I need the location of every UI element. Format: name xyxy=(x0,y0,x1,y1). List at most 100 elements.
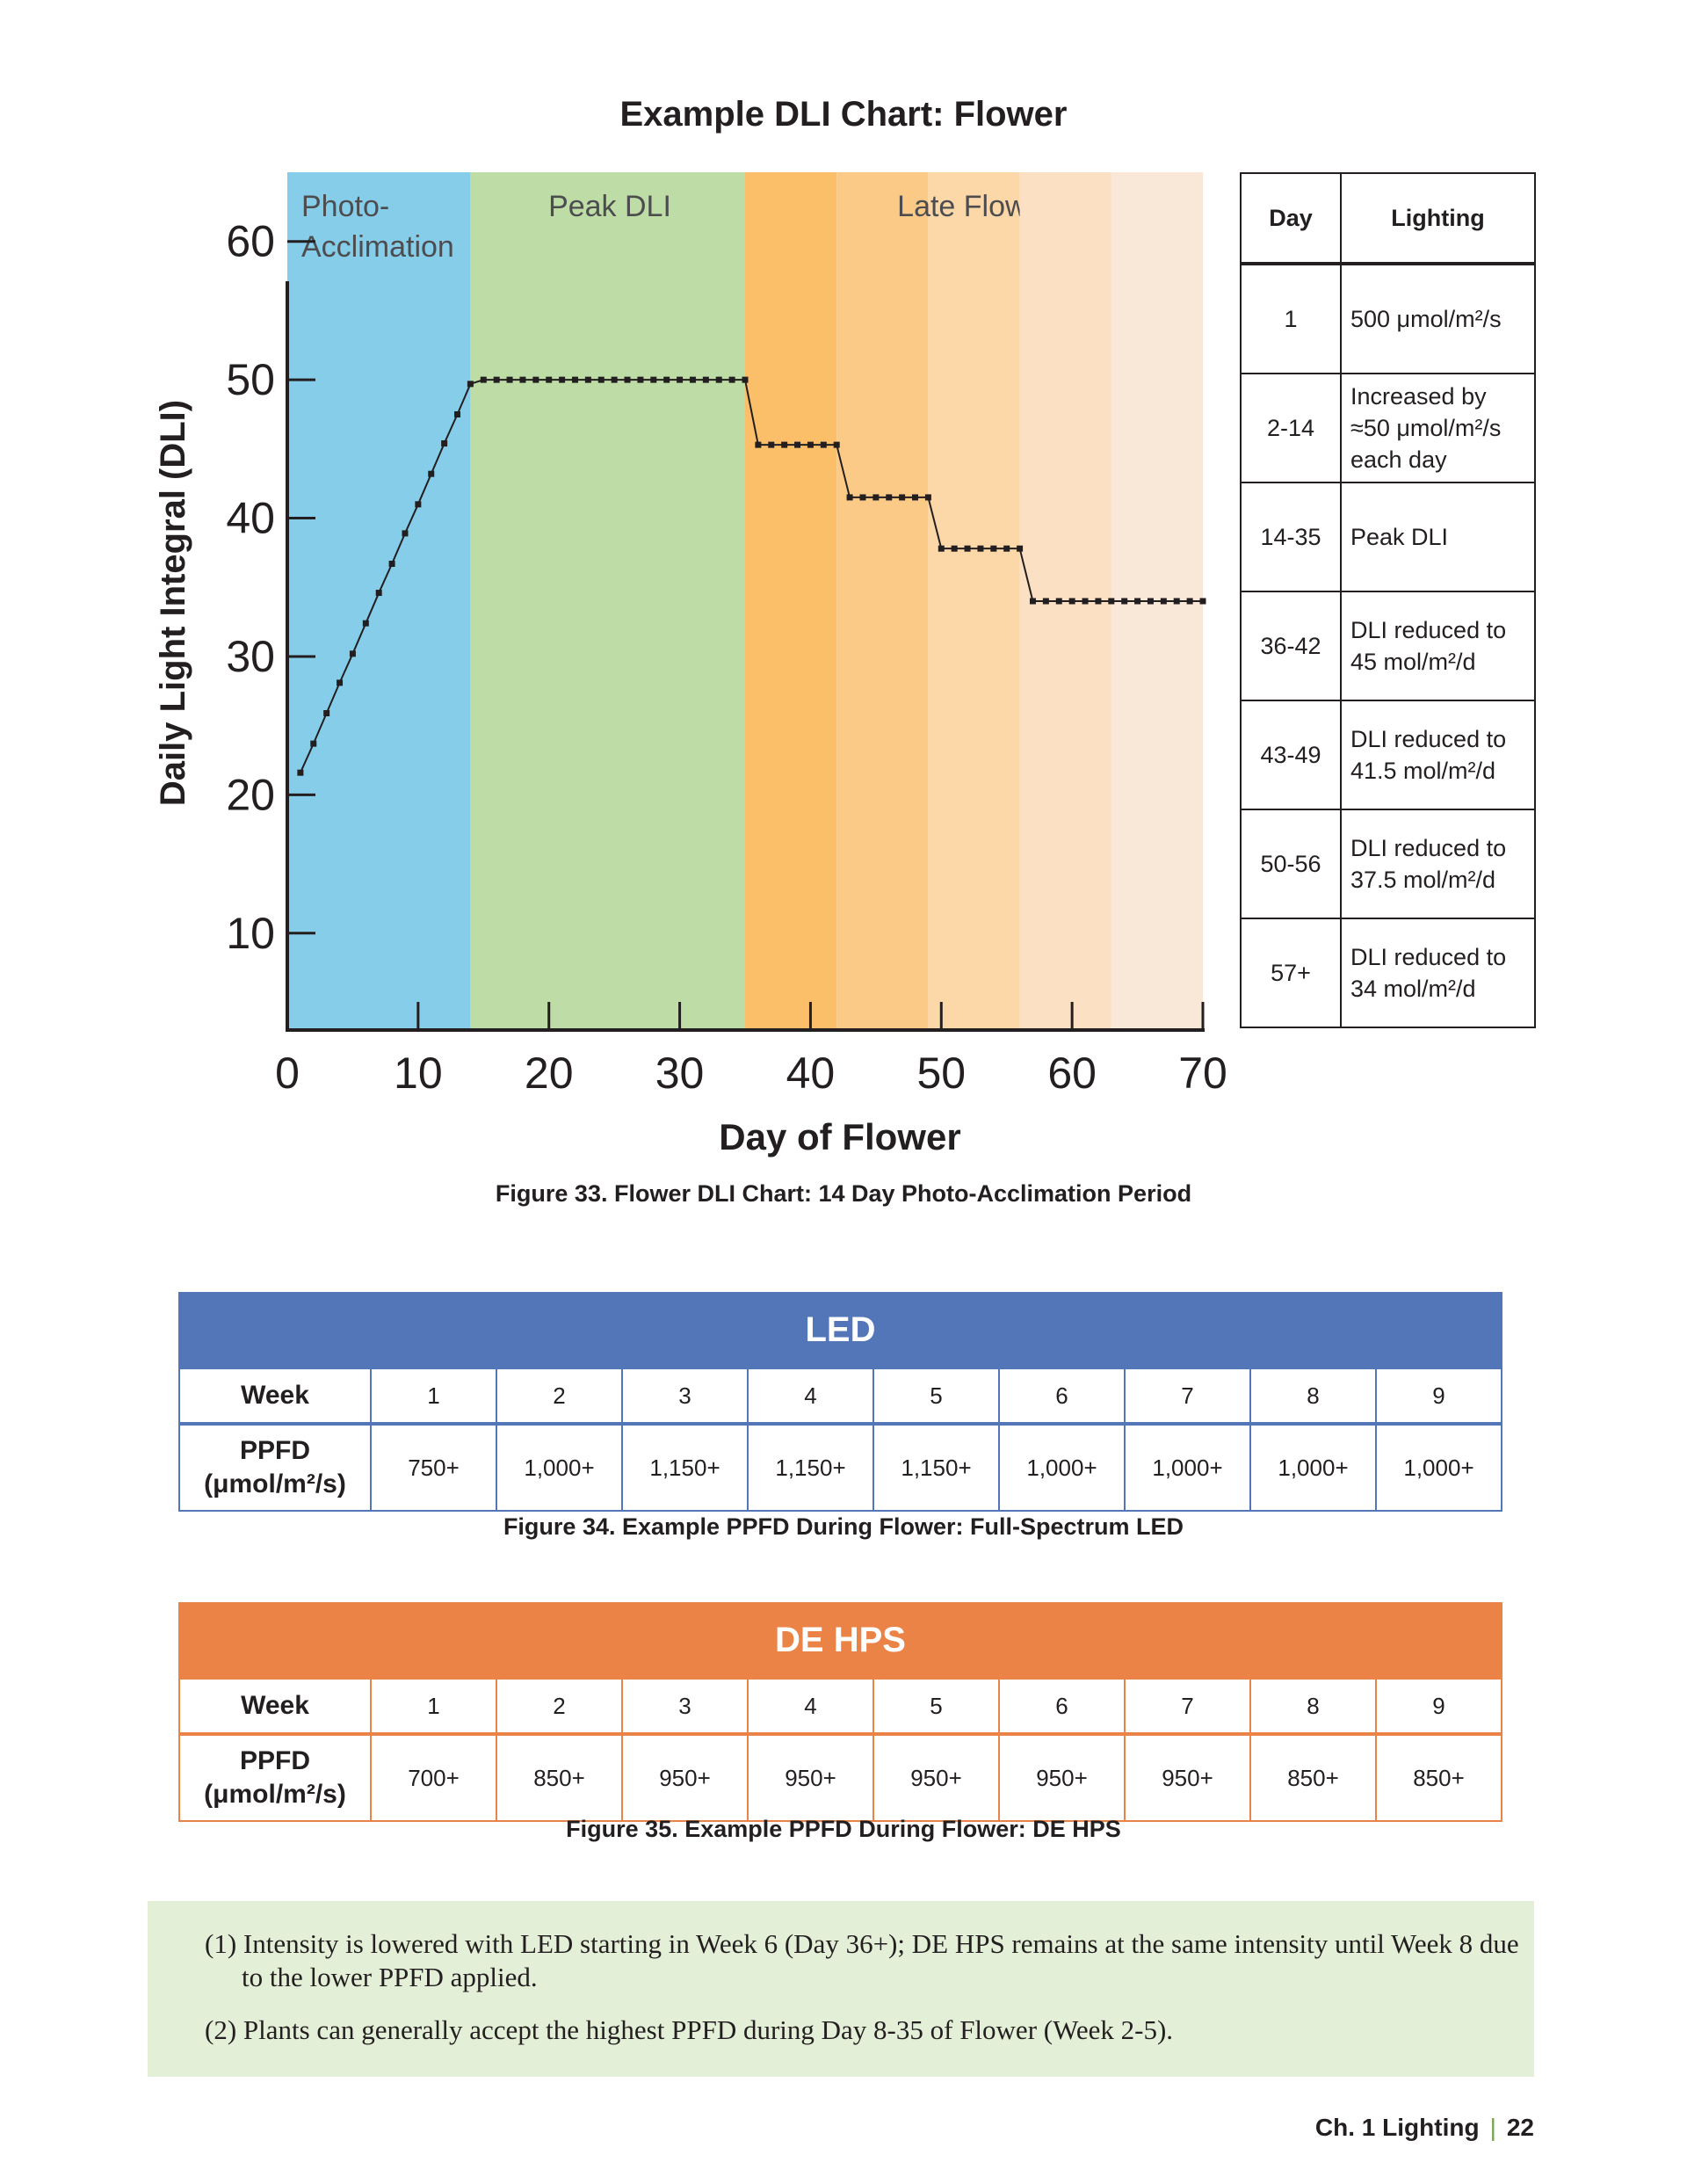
dli-data-point xyxy=(323,710,330,717)
ppfd-value-cell: 700+ xyxy=(370,1733,497,1822)
week-row-label: Week xyxy=(178,1678,372,1736)
dli-data-point xyxy=(467,381,474,388)
dli-data-point xyxy=(977,545,984,552)
ppfd-value-cell: 1,000+ xyxy=(1249,1423,1377,1512)
page-footer: Ch. 1 Lighting | 22 xyxy=(1315,2114,1534,2142)
hps-ppfd-table: DE HPS Week 1 2 3 4 5 6 7 8 9 PPFD (μmol/m²/s) 700… xyxy=(178,1602,1502,1822)
x-tick-label: 40 xyxy=(786,1048,836,1098)
dli-table-day-cell: 36-42 xyxy=(1240,591,1342,701)
dli-data-point xyxy=(1068,598,1075,605)
x-tick-label: 70 xyxy=(1178,1048,1227,1098)
dli-table-row: 43-49 DLI reduced to 41.5 mol/m²/d xyxy=(1240,700,1536,810)
dli-data-point xyxy=(899,494,906,501)
dli-data-point xyxy=(728,376,735,383)
zone-label: Peak DLI xyxy=(548,190,671,223)
hps-table-body: Week 1 2 3 4 5 6 7 8 9 PPFD (μmol/m²/s) 700+ 850+ 95… xyxy=(178,1678,1502,1822)
dli-data-point xyxy=(1042,598,1049,605)
y-axis-label: Daily Light Integral (DLI) xyxy=(154,400,192,806)
dli-data-point xyxy=(362,620,369,627)
x-tick-label: 60 xyxy=(1047,1048,1097,1098)
ppfd-value-cell: 950+ xyxy=(1124,1733,1251,1822)
week-cell: 2 xyxy=(496,1368,623,1426)
dli-data-point xyxy=(337,679,344,686)
zone-label: Acclimation xyxy=(301,230,454,264)
dli-data-point xyxy=(702,376,709,383)
hps-table-title: DE HPS xyxy=(178,1602,1502,1678)
dli-data-point xyxy=(1199,598,1206,605)
dli-data-point xyxy=(349,650,356,657)
dli-data-point xyxy=(990,545,997,552)
dli-data-point xyxy=(428,470,435,477)
dli-data-point xyxy=(1186,598,1193,605)
dli-data-point xyxy=(781,441,788,448)
dli-data-point xyxy=(1134,598,1141,605)
figure-34-caption: Figure 34. Example PPFD During Flower: F… xyxy=(503,1513,1184,1540)
ppfd-value-cell: 1,150+ xyxy=(621,1423,749,1512)
ppfd-value-cell: 950+ xyxy=(998,1733,1126,1822)
dli-data-point xyxy=(1017,545,1024,552)
dli-data-point xyxy=(441,440,448,447)
dli-data-point xyxy=(859,494,866,501)
dli-table-day-cell: 2-14 xyxy=(1240,373,1342,483)
ppfd-value-cell: 1,150+ xyxy=(747,1423,874,1512)
dli-table-header-day: Day xyxy=(1240,172,1342,265)
zone-band xyxy=(287,172,471,1030)
dli-data-point xyxy=(872,494,880,501)
dli-data-point xyxy=(597,376,605,383)
footer-separator: | xyxy=(1489,2114,1496,2141)
dli-data-point xyxy=(951,545,958,552)
dli-data-point xyxy=(624,376,631,383)
dli-data-point xyxy=(1082,598,1089,605)
dli-data-point xyxy=(912,494,919,501)
dli-data-point xyxy=(559,376,566,383)
ppfd-value-cell: 1,150+ xyxy=(872,1423,1000,1512)
dli-series-line xyxy=(299,379,1203,773)
x-tick-label: 0 xyxy=(275,1048,300,1098)
dli-data-point xyxy=(886,494,893,501)
x-tick-label: 30 xyxy=(655,1048,705,1098)
footer-page-number: 22 xyxy=(1506,2114,1534,2141)
chart-title: Example DLI Chart: Flower xyxy=(619,95,1068,134)
dli-data-point xyxy=(677,376,684,383)
dli-data-point xyxy=(663,376,670,383)
dli-data-point xyxy=(650,376,657,383)
zone-band xyxy=(470,172,745,1030)
dli-table-lighting-cell: Peak DLI xyxy=(1340,482,1536,592)
dli-table-row: 2-14 Increased by ≈50 μmol/m²/s each day xyxy=(1240,373,1536,483)
dli-data-point xyxy=(375,590,382,597)
dli-table-lighting-cell: DLI reduced to 37.5 mol/m²/d xyxy=(1340,809,1536,919)
week-cell: 6 xyxy=(998,1678,1126,1736)
dli-data-point xyxy=(820,441,827,448)
dli-data-point xyxy=(1173,598,1180,605)
ppfd-value-cell: 950+ xyxy=(747,1733,874,1822)
week-cell: 6 xyxy=(998,1368,1126,1426)
note-1: (1) Intensity is lowered with LED starti… xyxy=(205,1928,1519,1992)
ppfd-value-cell: 1,000+ xyxy=(496,1423,623,1512)
dli-data-point xyxy=(768,441,775,448)
dli-table-day-cell: 14-35 xyxy=(1240,482,1342,592)
dli-data-point xyxy=(611,376,618,383)
week-cell: 1 xyxy=(370,1678,497,1736)
y-tick-label: 40 xyxy=(226,494,275,543)
x-tick-label: 20 xyxy=(525,1048,574,1098)
dli-table-day-cell: 57+ xyxy=(1240,918,1342,1028)
ppfd-value-cell: 1,000+ xyxy=(1124,1423,1251,1512)
ppfd-value-cell: 1,000+ xyxy=(998,1423,1126,1512)
dli-table-day-cell: 43-49 xyxy=(1240,700,1342,810)
dli-data-point xyxy=(388,560,395,567)
dli-table-lighting-cell: DLI reduced to 34 mol/m²/d xyxy=(1340,918,1536,1028)
dli-table-day-cell: 50-56 xyxy=(1240,809,1342,919)
dli-data-point xyxy=(454,410,461,417)
led-ppfd-table: LED Week 1 2 3 4 5 6 7 8 9 PPFD (μmol/m²/s) 750+ 1,… xyxy=(178,1292,1502,1512)
dli-table-row: 36-42 DLI reduced to 45 mol/m²/d xyxy=(1240,591,1536,701)
dli-table-lighting-cell: 500 μmol/m²/s xyxy=(1340,263,1536,374)
dli-data-point xyxy=(1147,598,1154,605)
ppfd-row-label: PPFD (μmol/m²/s) xyxy=(178,1423,372,1512)
week-cell: 9 xyxy=(1375,1678,1502,1736)
dli-data-point xyxy=(571,376,578,383)
dli-table-day-cell: 1 xyxy=(1240,263,1342,374)
y-tick-label: 10 xyxy=(226,909,275,958)
x-axis-label: Day of Flower xyxy=(719,1116,960,1157)
dli-data-point xyxy=(715,376,722,383)
zone-band xyxy=(928,172,1020,1030)
